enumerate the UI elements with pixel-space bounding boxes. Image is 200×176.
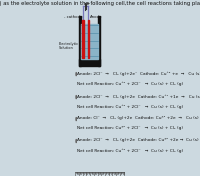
Bar [79, 59, 100, 66]
Bar [85, 4, 87, 9]
Text: Net cell Reaction: Cu⁺² + 2Cl⁻   →  Cu (s) + Cl₂ (g): Net cell Reaction: Cu⁺² + 2Cl⁻ → Cu (s) … [77, 104, 183, 109]
Text: - cathode: - cathode [64, 15, 82, 19]
Bar [81, 24, 98, 59]
Text: Anode: 2Cl⁻  →   Cl₂ (g)+2e⁻  Cathode: Cu⁺² +e  →   Cu (s): Anode: 2Cl⁻ → Cl₂ (g)+2e⁻ Cathode: Cu⁺² … [77, 71, 200, 76]
Text: Anode: 2Cl⁻  →   Cl₂ (g)+2e  Cathode: Cu*² +2e →  Cu (s): Anode: 2Cl⁻ → Cl₂ (g)+2e Cathode: Cu*² +… [77, 138, 199, 142]
Text: Anode: Anode [90, 15, 102, 19]
Bar [79, 16, 81, 66]
Text: Electrolytic
Solution: Electrolytic Solution [59, 42, 79, 51]
Text: Net cell Reaction: Cu*² + 2Cl⁻   →  Cu (s) + Cl₂ (g): Net cell Reaction: Cu*² + 2Cl⁻ → Cu (s) … [77, 126, 183, 130]
Text: Anode: Cl⁻  →   Cl₂ (g)+2e  Cathode: Cu*² +2e  →   Cu (s): Anode: Cl⁻ → Cl₂ (g)+2e Cathode: Cu*² +2… [77, 116, 199, 120]
Text: +: + [85, 1, 89, 6]
Text: If you take CuCl₂(aq) as the electrolyte solution in the following cell,the cell: If you take CuCl₂(aq) as the electrolyte… [0, 1, 200, 6]
Text: Net cell Reaction: Cu⁺² + 2Cl⁻   →  Cu (s) + Cl₂ (g): Net cell Reaction: Cu⁺² + 2Cl⁻ → Cu (s) … [77, 148, 183, 153]
Bar [88, 20, 89, 58]
Text: Net cell Reaction: Cu⁺² + 2Cl⁻   →  Cu (s) + Cl₂ (g): Net cell Reaction: Cu⁺² + 2Cl⁻ → Cu (s) … [77, 81, 183, 86]
Bar [98, 16, 100, 66]
Bar [82, 20, 84, 58]
Text: Anode: 2Cl⁻  →   Cl₂ (g)+2e  Cathode: Cu⁺¹ +1e  →   Cu (s): Anode: 2Cl⁻ → Cl₂ (g)+2e Cathode: Cu⁺¹ +… [77, 94, 200, 99]
